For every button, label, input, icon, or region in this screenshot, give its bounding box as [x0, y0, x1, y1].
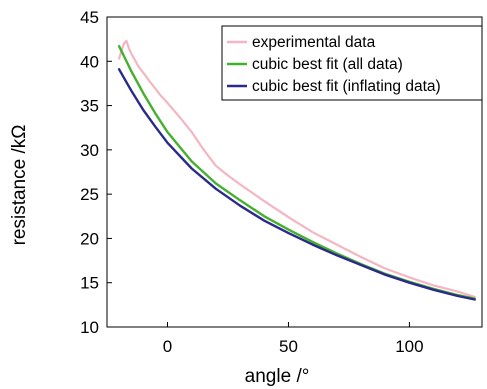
- y-axis-ticks: 10 15 20 25 30 35 40 45: [80, 8, 112, 337]
- y-tick-label: 10: [80, 318, 99, 337]
- x-axis-title: angle /°: [245, 366, 310, 387]
- y-tick-label: 20: [80, 229, 99, 248]
- legend-label-1: experimental data: [252, 34, 376, 51]
- legend-box: [221, 25, 483, 101]
- x-tick-label: 100: [395, 337, 423, 356]
- y-tick-label: 25: [80, 185, 99, 204]
- series-layer: [117, 39, 476, 301]
- x-tick-label: 50: [279, 337, 298, 356]
- y-tick-label: 30: [80, 141, 99, 160]
- legend-label-3: cubic best fit (inflating data): [252, 78, 441, 95]
- series-line-1: [118, 39, 476, 298]
- y-axis-title: resistance /kΩ: [9, 125, 30, 246]
- y-tick-label: 35: [80, 97, 99, 116]
- legend: experimental data cubic best fit (all dat…: [221, 25, 483, 101]
- y-tick-label: 40: [80, 52, 99, 71]
- x-tick-label: 0: [163, 337, 172, 356]
- legend-label-2: cubic best fit (all data): [252, 56, 403, 73]
- series-line-3: [117, 68, 476, 301]
- y-tick-label: 15: [80, 274, 99, 293]
- x-axis-ticks: 0 50 100: [163, 322, 424, 356]
- plot-frame: [106, 16, 483, 328]
- y-tick-label: 45: [80, 8, 99, 27]
